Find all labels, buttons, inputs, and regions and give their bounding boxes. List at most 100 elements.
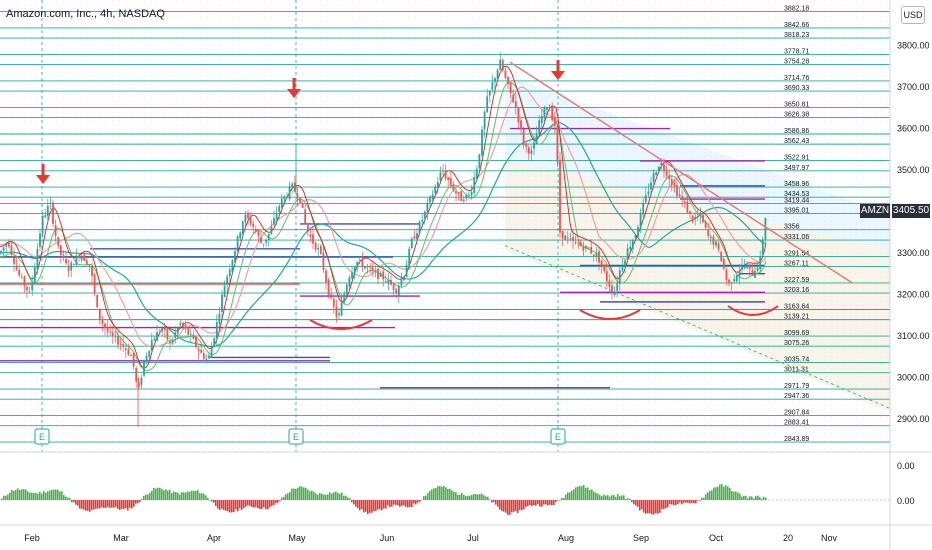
candle: [156, 325, 158, 342]
candle: [546, 106, 548, 115]
oscillator-bar: [249, 500, 251, 506]
candle: [696, 208, 699, 221]
candle: [153, 335, 156, 341]
oscillator-bar: [335, 491, 337, 500]
candle-body: [566, 237, 569, 239]
candle-body: [41, 216, 44, 234]
oscillator-bar: [687, 500, 689, 503]
time-tick-label: Apr: [207, 533, 221, 543]
candle: [309, 228, 312, 243]
candle-body: [241, 221, 244, 235]
oscillator-bar: [499, 500, 501, 510]
down-arrow-head: [36, 175, 50, 184]
oscillator-bar: [109, 500, 111, 508]
down-arrow-head: [551, 71, 565, 80]
oscillator-bar: [201, 493, 203, 500]
price-tick-label: 3000.00: [897, 372, 930, 382]
candle: [340, 294, 343, 317]
candle-body: [478, 154, 481, 168]
oscillator-bar: [21, 489, 23, 500]
candle-body: [390, 279, 392, 285]
candle: [514, 93, 517, 115]
level-label: 3139.21: [784, 314, 809, 321]
oscillator-bar: [53, 489, 55, 500]
candle-body: [351, 272, 353, 279]
candle-body: [631, 240, 634, 250]
candle: [722, 255, 725, 271]
candle-body: [299, 197, 301, 203]
candle: [444, 164, 447, 181]
candle: [665, 165, 668, 179]
candle-body: [442, 170, 444, 172]
candle: [486, 88, 489, 114]
candle: [681, 189, 684, 207]
price-tick-label: 3600.00: [897, 124, 930, 134]
candle: [179, 320, 182, 328]
candle: [535, 126, 538, 144]
oscillator-bar: [369, 500, 371, 513]
candle: [582, 241, 585, 258]
candle-body: [15, 265, 18, 270]
level-label: 3011.31: [784, 367, 809, 374]
candle-body: [470, 191, 473, 196]
candle: [709, 234, 712, 245]
oscillator-bar: [383, 500, 385, 509]
time-axis[interactable]: Feb Mar Apr May Jun Jul Aug Sep Oct 20 Nov: [24, 533, 837, 543]
candle-body: [293, 182, 296, 192]
earnings-marker: E: [288, 428, 304, 445]
candle: [104, 322, 106, 336]
candle: [725, 267, 728, 286]
currency-button[interactable]: USD: [901, 6, 925, 24]
candle-body: [725, 269, 728, 281]
time-tick-label: Aug: [558, 533, 574, 543]
oscillator-bar: [455, 492, 457, 500]
oscillator-bar: [427, 493, 429, 500]
candle-body: [2, 247, 5, 252]
candle: [598, 247, 600, 271]
candle-body: [629, 246, 632, 250]
oscillator-bar: [483, 495, 485, 500]
earnings-marker: E: [550, 428, 566, 445]
oscillator-bar: [619, 496, 621, 500]
candle: [117, 328, 119, 350]
candle: [704, 220, 707, 231]
oscillator-bar: [47, 491, 49, 500]
candle: [382, 265, 385, 287]
candle-body: [197, 349, 200, 352]
candle-body: [280, 198, 283, 208]
candle: [304, 204, 307, 225]
candle-body: [59, 245, 62, 256]
oscillator-bar: [703, 497, 705, 500]
oscillator-bar: [715, 487, 717, 500]
candle: [449, 171, 452, 189]
candle: [148, 350, 151, 363]
oscillator-bar: [669, 500, 671, 505]
candle-body: [13, 255, 15, 264]
candle-body: [184, 325, 187, 329]
oscillator-bar: [655, 500, 657, 514]
oscillator-bar: [321, 493, 323, 500]
candle: [20, 272, 23, 279]
oscillator-bar: [79, 500, 81, 509]
candle-body: [54, 225, 57, 236]
oscillator-bar: [173, 491, 175, 500]
candle-body: [761, 239, 764, 256]
oscillator-bar: [101, 500, 103, 508]
candle: [475, 165, 478, 181]
candle: [169, 336, 171, 351]
time-tick-label: Jul: [467, 533, 479, 543]
candle: [364, 265, 366, 270]
oscillator-bar: [563, 497, 565, 500]
oscillator-bar: [27, 491, 29, 500]
oscillator-bar: [671, 500, 673, 505]
oscillator-bar: [521, 500, 523, 511]
candle: [624, 258, 626, 274]
oscillator-bar: [551, 500, 553, 506]
candle-body: [176, 327, 179, 334]
oscillator-bar: [287, 493, 289, 500]
candle-body: [286, 196, 288, 198]
candle: [353, 265, 356, 280]
earnings-marker-label: E: [39, 432, 45, 442]
candle: [122, 336, 125, 353]
